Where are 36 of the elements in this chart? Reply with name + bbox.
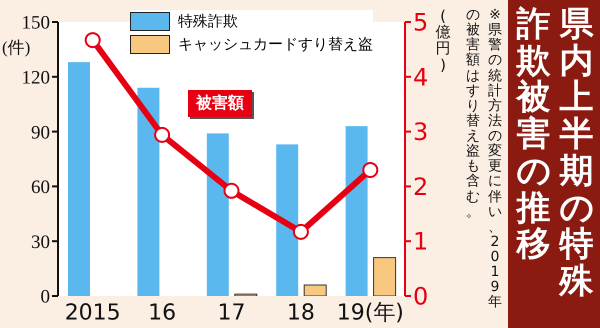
x-tick-label: 17 [218,300,246,326]
text: ※県警の統計方法の変更に伴い、2019年の被害額はすり替え盗も含む。 [466,7,502,310]
bar [346,126,368,296]
point [292,224,309,240]
x-tick-label: 19(年) [336,300,404,326]
y-tick-label: 150 [22,12,50,34]
x-tick-label: 18 [286,300,315,326]
y2-tick-label: 5 [413,8,428,37]
bar [68,62,90,296]
y2-tick-label: 3 [413,118,428,146]
y-tick-label: 0 [40,286,50,308]
y-tick-label: 30 [31,232,50,253]
text: 被害額 [188,90,252,117]
bar [137,88,160,296]
bar [276,144,298,296]
point [224,182,240,199]
bar [373,257,396,296]
point [362,162,378,178]
y2-tick-label: 0 [413,282,428,311]
y2-tick-label: 2 [413,172,428,201]
y-tick-label: 120 [22,68,50,89]
legend-label: 特殊詐欺 [178,11,238,32]
point [84,32,101,48]
bar [304,284,327,296]
y2-axis-title: (億円) [436,7,450,74]
chart-title: 県内上半期の特殊詐欺被害の推移 [516,4,594,302]
legend-label: キャッシュカードすり替え盗 [178,34,373,55]
x-tick-label: 16 [148,300,176,326]
y2-tick-label: 4 [413,63,428,92]
y-tick-label: 60 [31,177,50,198]
y-axis-title: (件) [2,37,30,59]
x-tick-label: 2015 [64,300,121,326]
point [154,126,170,143]
y2-tick-label: 1 [413,228,428,256]
y-tick-label: 90 [31,122,50,144]
bar [206,133,229,296]
